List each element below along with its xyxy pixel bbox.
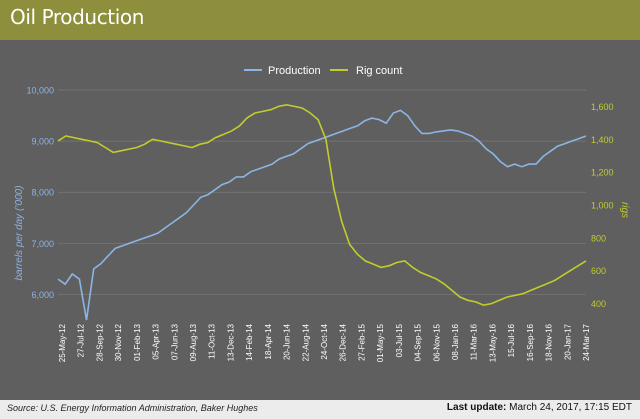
- x-tick-label: 11-Oct-13: [208, 323, 217, 359]
- x-tick-label: 25-May-12: [58, 323, 67, 362]
- left-axis-ticks: 6,000 7,000 8,000 9,000 10,000: [26, 86, 54, 300]
- right-tick-label: 1,000: [591, 201, 614, 211]
- left-tick-label: 10,000: [26, 86, 54, 96]
- production-series-line: [57, 109, 587, 321]
- x-tick-label: 27-Jul-12: [77, 323, 86, 357]
- right-axis-label: rigs: [619, 202, 630, 218]
- oil-production-chart: 6,000 7,000 8,000 9,000 10,000 400 600 800 1,00…: [14, 65, 630, 362]
- x-tick-label: 05-Apr-13: [152, 323, 161, 359]
- x-tick-label: 11-Mar-16: [470, 323, 479, 360]
- rig-count-series-line: [57, 103, 587, 307]
- legend-rig-count-label: Rig count: [356, 65, 402, 77]
- legend-production-label: Production: [268, 65, 321, 77]
- page-title: Oil Production: [10, 5, 145, 29]
- footer: Source: U.S. Energy Information Administ…: [0, 400, 640, 419]
- x-tick-label: 14-Feb-14: [245, 323, 254, 360]
- last-update-value: March 24, 2017, 17:15 EDT: [509, 402, 632, 413]
- x-tick-label: 18-Nov-16: [545, 323, 554, 361]
- x-tick-label: 24-Oct-14: [320, 323, 329, 359]
- x-tick-label: 04-Sep-15: [414, 323, 423, 361]
- header-bar: Oil Production: [0, 0, 640, 40]
- x-tick-label: 30-Nov-12: [114, 323, 123, 361]
- x-tick-label: 20-Jun-14: [283, 323, 292, 360]
- last-update: Last update: March 24, 2017, 17:15 EDT: [447, 402, 632, 413]
- x-tick-label: 07-Jun-13: [170, 323, 179, 360]
- legend: Production Rig count: [244, 65, 402, 77]
- right-tick-label: 1,600: [591, 102, 614, 112]
- x-tick-label: 22-Aug-14: [301, 323, 310, 361]
- x-tick-label: 13-May-16: [488, 323, 497, 362]
- chart-panel: [0, 40, 640, 400]
- left-axis-label: barrels per day (’000): [14, 185, 25, 280]
- right-tick-label: 600: [591, 266, 606, 276]
- right-tick-label: 1,200: [591, 168, 614, 178]
- x-tick-label: 24-Mar-17: [582, 323, 591, 360]
- x-tick-label: 06-Nov-15: [432, 323, 441, 361]
- source-note: Source: U.S. Energy Information Administ…: [7, 403, 258, 413]
- left-tick-label: 7,000: [31, 239, 54, 249]
- x-tick-label: 01-Feb-13: [133, 323, 142, 360]
- x-axis-ticks: 25-May-12 27-Jul-12 28-Sep-12 30-Nov-12 01-F…: [58, 323, 591, 362]
- x-tick-label: 28-Sep-12: [95, 323, 104, 361]
- x-tick-label: 01-May-15: [376, 323, 385, 362]
- x-tick-label: 03-Jul-15: [395, 323, 404, 357]
- grid-lines: [58, 89, 586, 295]
- right-tick-label: 1,400: [591, 135, 614, 145]
- x-tick-label: 20-Jan-17: [563, 323, 572, 360]
- left-tick-label: 9,000: [31, 137, 54, 147]
- x-tick-label: 26-Dec-14: [339, 323, 348, 361]
- x-tick-label: 08-Jan-16: [451, 323, 460, 360]
- x-tick-label: 18-Apr-14: [264, 323, 273, 359]
- right-tick-label: 800: [591, 233, 606, 243]
- x-tick-label: 16-Sep-16: [526, 323, 535, 361]
- right-tick-label: 400: [591, 299, 606, 309]
- x-tick-label: 13-Dec-13: [226, 323, 235, 361]
- x-tick-label: 15-Jul-16: [507, 323, 516, 357]
- x-tick-label: 09-Aug-13: [189, 323, 198, 361]
- last-update-label: Last update:: [446, 402, 507, 413]
- left-tick-label: 8,000: [31, 188, 54, 198]
- x-tick-label: 27-Feb-15: [357, 323, 366, 360]
- left-tick-label: 6,000: [31, 290, 54, 300]
- right-axis-ticks: 400 600 800 1,000 1,200 1,400 1,600: [591, 102, 614, 309]
